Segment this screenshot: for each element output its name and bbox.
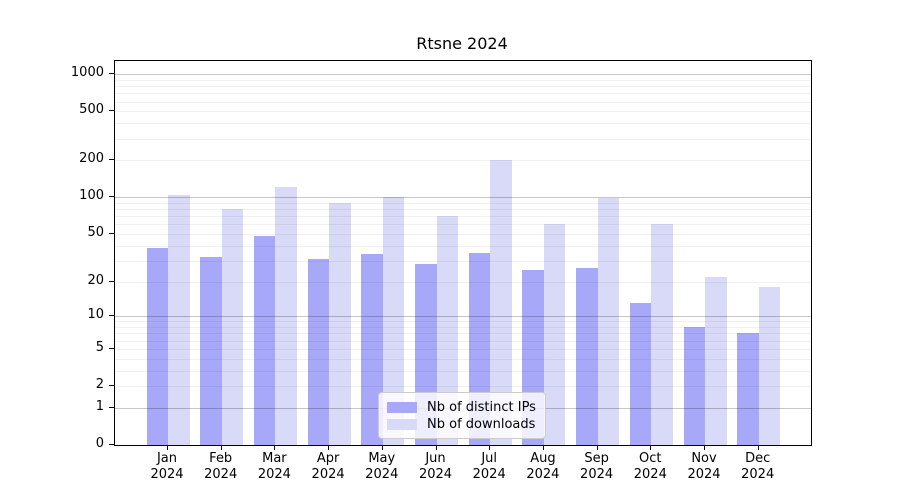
x-tick-label-apr: Apr 2024 [311,451,345,482]
y-tick-label-200: 200 [79,151,104,167]
bars-layer [115,61,811,445]
bar-downloads-jul [490,160,512,445]
bar-distinct-ips-nov [683,327,705,445]
y-tick-mark-5 [109,347,114,349]
x-tick-mark-jul [489,445,491,450]
bar-distinct-ips-feb [200,257,222,445]
x-tick-label-aug: Aug 2024 [526,451,560,482]
x-tick-label-sep: Sep 2024 [580,451,614,482]
bar-distinct-ips-dec [737,333,759,445]
y-tick-label-50: 50 [87,225,104,240]
y-tick-label-100: 100 [79,188,104,204]
x-tick-mark-jun [435,445,437,450]
y-tick-mark-500 [109,110,114,112]
x-tick-mark-aug [542,445,544,450]
x-tick-label-jan: Jan 2024 [150,451,184,482]
bar-downloads-apr [329,202,351,445]
bar-downloads-nov [705,276,727,445]
bar-distinct-ips-oct [629,303,652,445]
y-tick-label-500: 500 [79,102,104,118]
y-tick-mark-0 [109,444,114,445]
y-tick-mark-100 [109,196,114,198]
x-tick-mark-may [381,445,383,450]
bar-downloads-oct [651,223,673,445]
x-tick-label-feb: Feb 2024 [204,451,238,482]
bar-distinct-ips-jan [146,248,168,445]
chart-title: Rtsne 2024 [416,34,508,53]
x-tick-label-oct: Oct 2024 [633,451,667,482]
x-tick-label-jul: Jul 2024 [472,451,506,482]
bar-distinct-ips-apr [307,259,330,445]
y-tick-mark-1000 [109,73,114,75]
y-tick-mark-10 [109,315,114,317]
bar-distinct-ips-mar [253,236,276,445]
y-tick-label-1: 1 [95,398,104,414]
x-tick-label-mar: Mar 2024 [257,451,291,482]
bar-downloads-sep [597,197,620,445]
plot-area [114,60,812,446]
x-tick-mark-jan [167,445,168,450]
bar-distinct-ips-may [361,254,383,445]
x-tick-mark-sep [596,445,598,450]
y-tick-mark-1 [109,406,114,408]
y-tick-label-5: 5 [95,339,104,355]
x-tick-mark-oct [650,445,652,450]
y-tick-label-1000: 1000 [70,65,104,81]
x-tick-label-dec: Dec 2024 [741,451,775,482]
legend-swatch-distinct-ips [387,401,417,413]
legend-swatch-downloads [387,418,417,430]
bar-distinct-ips-sep [576,268,598,445]
bar-downloads-may [382,197,405,445]
y-tick-label-2: 2 [95,377,104,392]
x-tick-mark-nov [704,445,705,450]
legend: Nb of distinct IPs Nb of downloads [378,392,546,439]
y-tick-label-20: 20 [87,272,104,288]
x-tick-mark-apr [328,445,330,450]
y-tick-label-0: 0 [95,436,104,451]
x-tick-label-nov: Nov 2024 [687,451,721,482]
bar-downloads-jan [168,194,190,445]
y-tick-mark-20 [109,280,114,282]
legend-row-distinct-ips: Nb of distinct IPs [387,399,537,415]
x-tick-label-may: May 2024 [365,451,399,482]
legend-label-downloads: Nb of downloads [427,416,536,432]
x-tick-mark-dec [757,445,759,450]
bar-downloads-jun [436,215,458,445]
bar-downloads-feb [221,209,244,445]
y-tick-mark-200 [109,159,114,161]
y-tick-mark-2 [109,385,114,386]
legend-label-distinct-ips: Nb of distinct IPs [427,399,536,415]
bar-downloads-dec [758,287,781,445]
bar-downloads-aug [543,224,566,445]
y-tick-label-10: 10 [87,307,104,323]
y-tick-mark-50 [109,233,114,234]
x-tick-mark-feb [220,445,222,450]
legend-row-downloads: Nb of downloads [387,416,537,432]
x-tick-label-jun: Jun 2024 [418,451,453,482]
bar-downloads-mar [275,186,297,445]
x-tick-mark-mar [274,445,276,450]
